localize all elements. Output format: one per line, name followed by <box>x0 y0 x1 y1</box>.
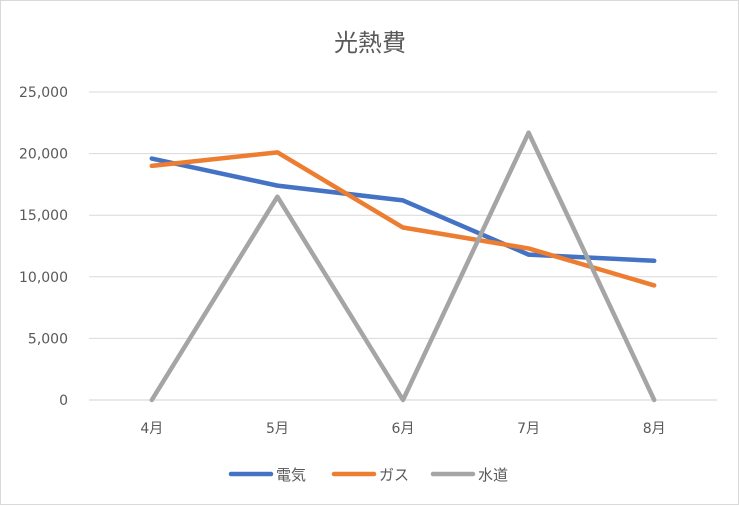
y-tick-label: 15,000 <box>19 208 68 224</box>
y-axis-ticks: 0 5,000 10,000 15,000 20,000 25,000 <box>19 85 68 409</box>
x-tick-label: 5月 <box>266 421 289 437</box>
legend-label: 電気 <box>276 466 306 484</box>
x-tick-label: 4月 <box>140 421 163 437</box>
y-tick-label: 5,000 <box>28 331 68 347</box>
series-line-1 <box>152 152 654 285</box>
series-lines <box>152 133 655 401</box>
y-tick-label: 10,000 <box>19 270 68 286</box>
y-tick-label: 20,000 <box>19 147 68 163</box>
legend: 電気 ガス 水道 <box>231 466 508 484</box>
x-tick-label: 8月 <box>643 421 666 437</box>
legend-label: ガス <box>379 466 409 484</box>
chart-title: 光熱費 <box>334 29 406 57</box>
y-tick-label: 0 <box>59 393 68 409</box>
series-line-0 <box>152 159 654 261</box>
x-axis-ticks: 4月 5月 6月 7月 8月 <box>140 421 665 437</box>
x-tick-label: 6月 <box>392 421 415 437</box>
x-tick-label: 7月 <box>517 421 540 437</box>
legend-label: 水道 <box>478 466 508 484</box>
gridlines <box>89 92 717 400</box>
y-tick-label: 25,000 <box>19 85 68 101</box>
